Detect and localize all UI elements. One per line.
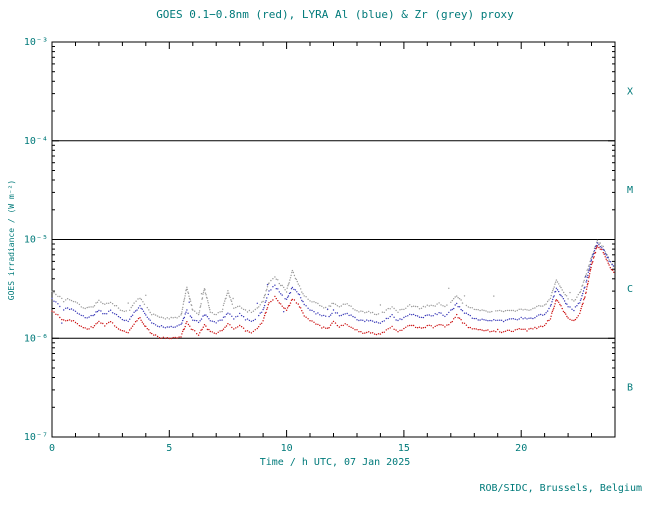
x-tick-label: 0 xyxy=(49,443,55,454)
x-tick-labels: 0 5 10 15 20 xyxy=(49,443,527,454)
y-tick-label: 10⁻³ xyxy=(24,37,48,48)
y-ticks xyxy=(52,41,615,438)
y-tick-labels: 10⁻³ 10⁻⁴ 10⁻⁵ 10⁻⁶ 10⁻⁷ xyxy=(24,37,48,443)
x-axis-label: Time / h UTC, 07 Jan 2025 xyxy=(260,457,411,468)
x-tick-label: 10 xyxy=(281,443,293,454)
credit-footer: ROB/SIDC, Brussels, Belgium xyxy=(479,483,642,494)
y-tick-label: 10⁻⁵ xyxy=(24,235,48,246)
x-tick-label: 5 xyxy=(166,443,172,454)
series-zr xyxy=(51,239,615,320)
flare-class-label-C: C xyxy=(627,284,633,295)
x-tick-label: 20 xyxy=(515,443,527,454)
flare-class-label-X: X xyxy=(627,86,633,97)
x-tick-label: 15 xyxy=(398,443,410,454)
flare-class-label-M: M xyxy=(627,185,633,196)
y-tick-label: 10⁻⁶ xyxy=(24,333,48,344)
flare-class-labels: X M C B xyxy=(627,86,633,393)
chart-title: GOES 0.1−0.8nm (red), LYRA Al (blue) & Z… xyxy=(156,8,514,21)
x-ticks xyxy=(51,42,616,437)
y-tick-label: 10⁻⁷ xyxy=(24,432,48,443)
flare-threshold-lines xyxy=(52,140,615,339)
flare-class-label-B: B xyxy=(627,383,633,394)
plot-area: 0 5 10 15 20 10⁻³ 10⁻⁴ 10⁻⁵ 10⁻⁶ 10⁻⁷ X M C B xyxy=(24,37,633,454)
y-tick-label: 10⁻⁴ xyxy=(24,136,48,147)
y-axis-label: GOES irradiance / (W m⁻²) xyxy=(7,180,16,300)
series-al xyxy=(51,242,615,329)
series-goes xyxy=(51,245,615,340)
